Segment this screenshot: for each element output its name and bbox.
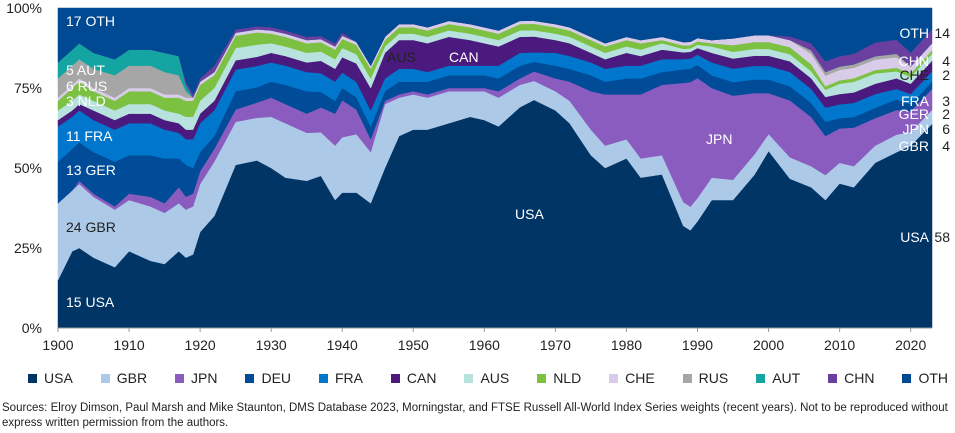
right-label-che: CHE [899, 67, 929, 83]
annotation-usa: 15 USA [66, 294, 115, 310]
x-tick-label: 1980 [611, 337, 642, 353]
right-value-che: 2 [942, 67, 950, 83]
y-tick-label: 0% [22, 320, 42, 336]
inline-label-jpn: JPN [706, 131, 732, 147]
legend-item-nld: NLD [537, 370, 581, 386]
legend-swatch [318, 373, 328, 383]
right-label-jpn: JPN [903, 121, 929, 137]
legend-swatch [537, 373, 547, 383]
legend-swatch [682, 373, 692, 383]
annotation-deu: 13 GER [66, 162, 116, 178]
right-label-chn: CHN [899, 53, 929, 69]
legend-swatch [828, 373, 838, 383]
right-value-ger: 2 [942, 106, 950, 122]
right-value-fra: 3 [942, 93, 950, 109]
legend-label: CHN [844, 370, 875, 386]
x-tick-label: 1910 [113, 337, 144, 353]
x-tick-label: 2020 [895, 337, 926, 353]
legend-label: RUS [698, 370, 729, 386]
legend-item-gbr: GBR [100, 370, 148, 386]
right-label-usa: USA [900, 229, 929, 245]
legend-label: CAN [406, 370, 437, 386]
x-tick-label: 2000 [753, 337, 784, 353]
x-axis: 1900 1910 1920 1930 1940 1950 1960 1970 1980 1990… [42, 327, 932, 353]
x-tick-label: 1960 [469, 337, 500, 353]
right-value-chn: 4 [942, 53, 950, 69]
x-tick-label: 1970 [540, 337, 571, 353]
y-tick-label: 50% [14, 160, 42, 176]
legend-item-jpn: JPN [175, 370, 218, 386]
legend-swatch [100, 373, 110, 383]
legend-label: USA [44, 370, 73, 386]
legend-swatch [175, 373, 185, 383]
legend-label: DEU [261, 370, 292, 386]
right-label-oth: OTH [899, 25, 929, 41]
legend-item-deu: DEU [245, 370, 291, 386]
legend-label: OTH [918, 370, 948, 386]
x-tick-label: 1950 [398, 337, 429, 353]
x-tick-label: 1900 [42, 337, 73, 353]
area-layers [57, 7, 933, 329]
legend-item-can: CAN [390, 370, 437, 386]
right-label-fra: FRA [901, 93, 930, 109]
legend-label: GBR [116, 370, 148, 386]
legend-item-oth: OTH [902, 370, 948, 386]
inline-label-can: CAN [449, 49, 479, 65]
legend-item-chn: CHN [828, 370, 874, 386]
legend-item-aut: AUT [756, 370, 800, 386]
right-value-usa: 58 [934, 229, 950, 245]
y-tick-label: 75% [14, 80, 42, 96]
y-tick-label: 100% [6, 0, 42, 16]
legend-item-usa: USA [28, 370, 73, 386]
legend-swatch [609, 373, 619, 383]
annotation-rus: 6 RUS [66, 78, 107, 94]
annotation-nld: 3 NLD [66, 93, 106, 109]
y-tick-label: 25% [14, 240, 42, 256]
x-tick-label: 1920 [185, 337, 216, 353]
legend-label: NLD [553, 370, 582, 386]
legend-label: AUT [772, 370, 801, 386]
legend-label: FRA [334, 370, 363, 386]
annotation-oth: 17 OTH [66, 13, 115, 29]
annotation-gbr: 24 GBR [66, 219, 116, 235]
legend-label: JPN [191, 370, 218, 386]
legend-swatch [28, 373, 37, 383]
right-label-ger: GER [899, 106, 929, 122]
legend-item-fra: FRA [318, 370, 363, 386]
legend-item-rus: RUS [682, 370, 729, 386]
x-tick-label: 2010 [824, 337, 855, 353]
y-axis: 0% 25% 50% 75% 100% [6, 0, 42, 336]
legend-swatch [464, 373, 474, 383]
stacked-area-chart: 0% 25% 50% 75% 100% 1900 1910 1920 1930 1940 1950… [6, 0, 950, 353]
legend-label: AUS [480, 370, 510, 386]
right-label-gbr: GBR [899, 138, 929, 154]
legend-item-che: CHE [609, 370, 655, 386]
right-value-gbr: 4 [942, 138, 950, 154]
x-tick-label: 1940 [327, 337, 358, 353]
right-value-jpn: 6 [942, 121, 950, 137]
inline-label-aus: AUS [387, 49, 416, 65]
area-oth [57, 7, 933, 95]
legend-label: CHE [625, 370, 655, 386]
x-tick-label: 1990 [682, 337, 713, 353]
source-note: Sources: Elroy Dimson, Paul Marsh and Mi… [2, 402, 948, 429]
legend-item-aus: AUS [464, 370, 509, 386]
annotation-fra: 11 FRA [66, 128, 113, 144]
legend-swatch [756, 373, 766, 383]
right-value-oth: 14 [934, 25, 950, 41]
inline-label-usa: USA [515, 206, 544, 222]
legend: USA GBR JPN DEU FRA CAN AUS NLD CHE RUS AUT CHN OTH [28, 370, 948, 386]
legend-swatch [245, 373, 255, 383]
annotation-aut: 5 AUT [66, 62, 105, 78]
legend-swatch [390, 373, 400, 383]
legend-swatch [902, 373, 912, 383]
x-tick-label: 1930 [256, 337, 287, 353]
